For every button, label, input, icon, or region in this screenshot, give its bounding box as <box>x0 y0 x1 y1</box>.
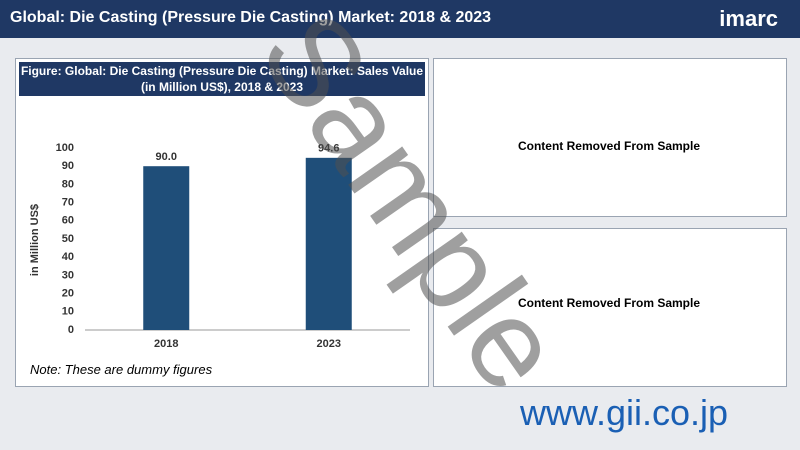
note: Note: These are dummy figures <box>30 362 213 377</box>
y-tick-label: 50 <box>62 233 74 245</box>
y-tick-label: 100 <box>56 142 74 154</box>
data-label: 94.6 <box>318 143 339 155</box>
header-bar <box>0 0 800 38</box>
y-tick-label: 90 <box>62 160 74 172</box>
y-tick-label: 0 <box>68 324 74 336</box>
panel-text: Content Removed From Sample <box>517 139 701 153</box>
x-tick-label: 2018 <box>154 338 178 350</box>
y-tick-label: 10 <box>62 306 74 318</box>
logo: imarc <box>719 6 778 31</box>
header-title: Global: Die Casting (Pressure Die Castin… <box>10 9 492 26</box>
y-tick-label: 30 <box>62 269 74 281</box>
y-tick-label: 20 <box>62 288 74 300</box>
bar <box>143 166 190 330</box>
content-panel <box>433 228 787 387</box>
y-tick-label: 40 <box>62 251 74 263</box>
site-url: www.gii.co.jp <box>520 392 729 433</box>
y-tick-label: 60 <box>62 215 74 227</box>
y-tick-label: 80 <box>62 178 74 190</box>
content-panel <box>433 58 787 217</box>
x-tick-label: 2023 <box>317 338 341 350</box>
chart-title: Figure: Global: Die Casting (Pressure Di… <box>19 62 425 96</box>
panel-text: Content Removed From Sample <box>517 296 701 310</box>
y-axis-label: in Million US$ <box>29 204 41 276</box>
y-tick-label: 70 <box>62 197 74 209</box>
bar <box>305 157 352 330</box>
chart-panel <box>15 58 429 387</box>
data-label: 90.0 <box>156 151 177 163</box>
